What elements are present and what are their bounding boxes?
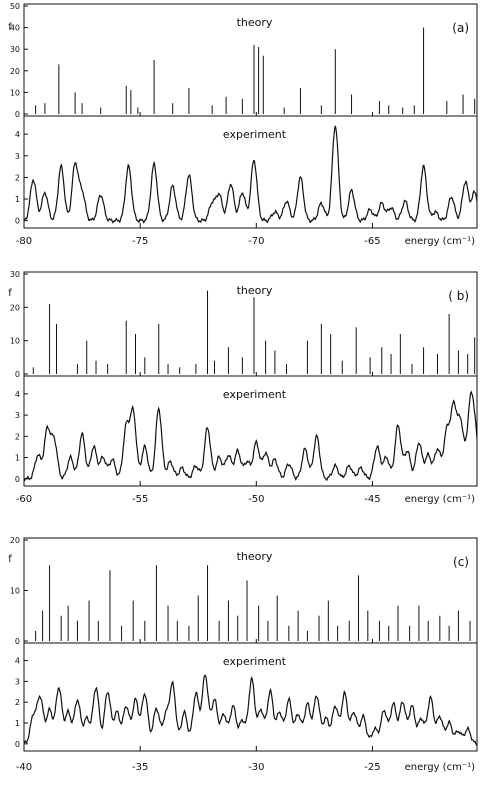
x-axis-label: energy (cm⁻¹)	[405, 494, 475, 505]
y-axis-label: f	[8, 22, 12, 33]
x-tick-label: -50	[248, 494, 264, 505]
x-tick-label: -45	[364, 494, 380, 505]
panel-label: (c)	[453, 555, 469, 569]
y-tick-label: 20	[10, 536, 20, 545]
y-tick-label: 30	[10, 45, 20, 54]
y-tick-label: 3	[15, 152, 20, 161]
theory-label: theory	[237, 284, 273, 297]
x-axis-label: energy (cm⁻¹)	[405, 762, 475, 773]
x-tick-label: -25	[364, 762, 380, 773]
y-tick-label: 3	[15, 677, 20, 686]
panel-frame	[23, 537, 478, 752]
y-tick-label: 0	[15, 637, 20, 646]
experiment-line	[24, 390, 478, 482]
x-tick-label: -40	[16, 762, 32, 773]
x-tick-label: -35	[132, 762, 148, 773]
x-tick-label: -30	[248, 762, 264, 773]
y-tick-label: 40	[10, 24, 20, 33]
panel-frame	[23, 271, 478, 487]
x-axis-label: energy (cm⁻¹)	[405, 236, 475, 247]
panel-label: ( b)	[448, 289, 469, 303]
y-tick-label: 10	[10, 587, 20, 596]
y-tick-label: 0	[15, 217, 20, 226]
experiment-label: experiment	[223, 655, 287, 668]
y-tick-label: 20	[10, 303, 20, 312]
experiment-label: experiment	[223, 388, 287, 401]
x-tick-label: -70	[248, 236, 264, 247]
y-tick-label: 1	[15, 195, 20, 204]
y-axis-label: f	[8, 288, 12, 299]
theory-label: theory	[237, 550, 273, 563]
y-tick-label: 1	[15, 719, 20, 728]
experiment-label: experiment	[223, 128, 287, 141]
y-tick-label: 2	[15, 698, 20, 707]
y-axis-label: f	[8, 554, 12, 565]
y-tick-label: 3	[15, 411, 20, 420]
y-tick-label: 2	[15, 432, 20, 441]
y-tick-label: 0	[15, 475, 20, 484]
x-tick-label: -75	[132, 236, 148, 247]
y-tick-label: 10	[10, 337, 20, 346]
x-tick-label: -80	[16, 236, 32, 247]
x-tick-label: -55	[132, 494, 148, 505]
y-tick-label: 0	[15, 370, 20, 379]
x-tick-label: -65	[364, 236, 380, 247]
spectrum-panel-1: -80 -75 -70 -65 energy (cm⁻¹)(a)01020304050f…	[8, 2, 478, 247]
y-tick-label: 4	[15, 130, 20, 139]
y-tick-label: 50	[10, 2, 20, 11]
y-tick-label: 0	[15, 110, 20, 119]
panel-label: (a)	[452, 21, 469, 35]
experiment-line	[23, 674, 478, 746]
x-tick-label: -60	[16, 494, 32, 505]
y-tick-label: 30	[10, 270, 20, 279]
y-tick-label: 20	[10, 67, 20, 76]
y-tick-label: 2	[15, 173, 20, 182]
y-tick-label: 4	[15, 390, 20, 399]
y-tick-label: 1	[15, 454, 20, 463]
experiment-line	[23, 125, 478, 224]
y-tick-label: 10	[10, 88, 20, 97]
theory-label: theory	[237, 16, 273, 29]
y-tick-label: 0	[15, 740, 20, 749]
y-tick-label: 4	[15, 657, 20, 666]
